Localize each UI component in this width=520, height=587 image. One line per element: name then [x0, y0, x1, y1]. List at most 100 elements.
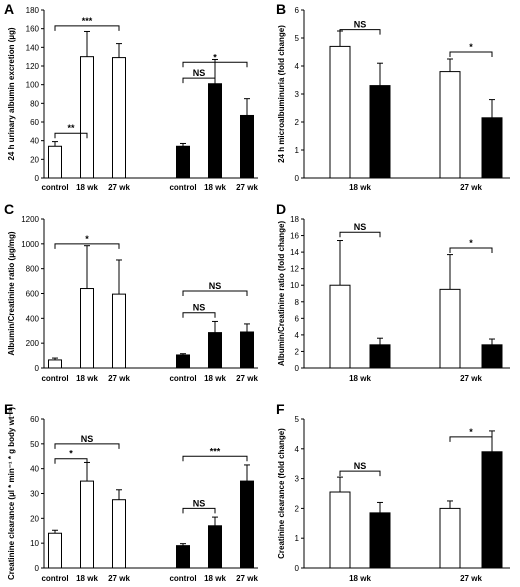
- y-tick-label: 0: [295, 174, 300, 183]
- x-category-label: control: [41, 574, 68, 583]
- significance-bracket: [54, 243, 120, 249]
- y-tick-label: 18: [290, 215, 299, 224]
- y-axis-label: Creatinine clearance (µl * min⁻¹ * g bod…: [7, 407, 16, 580]
- y-tick-label: 2: [295, 504, 300, 513]
- y-tick-label: 40: [30, 465, 39, 474]
- x-group-label: 18 wk: [349, 574, 371, 583]
- x-category-label: control: [41, 183, 68, 192]
- bar: [112, 499, 126, 569]
- y-tick-label: 180: [26, 6, 40, 15]
- y-tick-label: 0: [295, 364, 300, 373]
- significance-label: NS: [354, 222, 367, 232]
- bar: [240, 480, 254, 569]
- x-category-label: 18 wk: [76, 574, 98, 583]
- bar: [112, 293, 126, 369]
- y-tick-label: 60: [30, 415, 39, 424]
- y-tick-label: 2: [295, 118, 300, 127]
- significance-label: *: [69, 449, 73, 459]
- panel-label: F: [276, 401, 285, 417]
- y-tick-label: 5: [295, 34, 300, 43]
- bar: [240, 114, 254, 179]
- bar: [176, 145, 190, 179]
- significance-bracket: [339, 470, 381, 477]
- bar: [481, 344, 503, 369]
- significance-bracket: [182, 290, 248, 297]
- bar: [439, 71, 461, 179]
- panel-d: D 0 2 4 6 8 10 12 14 16 18 Albumin/Creatinine ratio…: [276, 201, 510, 383]
- bar: [176, 545, 190, 569]
- y-tick-label: 3: [295, 90, 300, 99]
- y-tick-label: 0: [35, 364, 40, 373]
- y-tick-label: 8: [295, 298, 300, 307]
- significance-label: ***: [210, 446, 221, 456]
- y-tick-label: 0: [35, 564, 40, 573]
- panel-label: B: [276, 1, 286, 17]
- y-tick-label: 12: [290, 265, 299, 274]
- x-category-label: 18 wk: [204, 183, 226, 192]
- panel-b: B 0 1 2 3 4 5 6 24 h microalbuminuria (fold chan…: [276, 1, 510, 192]
- y-tick-label: 4: [295, 331, 300, 340]
- x-category-label: 18 wk: [76, 183, 98, 192]
- significance-label: NS: [209, 281, 222, 291]
- bar: [439, 288, 461, 369]
- bar: [48, 145, 62, 179]
- significance-label: *: [469, 42, 473, 52]
- bar: [48, 359, 62, 369]
- y-tick-label: 120: [26, 62, 40, 71]
- significance-bracket: [449, 247, 493, 253]
- y-tick-label: 400: [26, 314, 40, 323]
- significance-label: NS: [81, 434, 94, 444]
- bar: [369, 85, 391, 179]
- bar: [481, 451, 503, 569]
- bar: [208, 525, 222, 569]
- significance-bracket: [182, 312, 216, 318]
- bar: [48, 532, 62, 569]
- x-category-label: 27 wk: [108, 374, 130, 383]
- significance-bracket: [339, 29, 381, 35]
- significance-bracket: [182, 77, 216, 84]
- y-tick-label: 1: [295, 146, 300, 155]
- x-category-label: 27 wk: [236, 374, 258, 383]
- x-group-label: 18 wk: [349, 374, 371, 383]
- panel-e: E 0 10 20 30 40 50 60 Creatinine clearance (µl *…: [4, 401, 258, 583]
- significance-label: **: [67, 123, 75, 133]
- x-category-label: 27 wk: [108, 183, 130, 192]
- significance-bracket: [449, 436, 493, 442]
- significance-label: ***: [82, 16, 93, 26]
- x-category-label: control: [41, 374, 68, 383]
- significance-bracket: [182, 61, 248, 68]
- x-group-label: 27 wk: [460, 183, 482, 192]
- y-tick-label: 1000: [21, 240, 39, 249]
- significance-label: *: [213, 52, 217, 62]
- bar: [329, 45, 351, 179]
- significance-label: NS: [354, 461, 367, 471]
- y-tick-label: 2: [295, 347, 300, 356]
- bar: [439, 507, 461, 569]
- y-tick-label: 6: [295, 314, 300, 323]
- y-tick-label: 50: [30, 440, 39, 449]
- y-tick-label: 140: [26, 43, 40, 52]
- significance-bracket: [339, 231, 381, 238]
- y-axis-label: Creatinine clearance (fold change): [277, 428, 286, 559]
- panel-label: A: [4, 1, 14, 17]
- x-group-label: 18 wk: [349, 183, 371, 192]
- y-tick-label: 20: [30, 514, 39, 523]
- x-group-label: 27 wk: [460, 574, 482, 583]
- bar: [112, 57, 126, 179]
- y-tick-label: 10: [290, 281, 299, 290]
- y-tick-label: 1: [295, 534, 300, 543]
- bar: [240, 331, 254, 369]
- y-tick-label: 3: [295, 475, 300, 484]
- significance-label: NS: [193, 68, 206, 78]
- significance-label: *: [469, 238, 473, 248]
- significance-label: *: [469, 427, 473, 437]
- bar: [208, 83, 222, 179]
- bar: [80, 288, 94, 369]
- y-tick-label: 800: [26, 265, 40, 274]
- y-tick-label: 14: [290, 248, 299, 257]
- y-tick-label: 4: [295, 62, 300, 71]
- significance-label: *: [85, 234, 89, 244]
- y-tick-label: 600: [26, 290, 40, 299]
- y-axis-label: Albumin/Creatinine ratio (µg/mg): [7, 231, 16, 356]
